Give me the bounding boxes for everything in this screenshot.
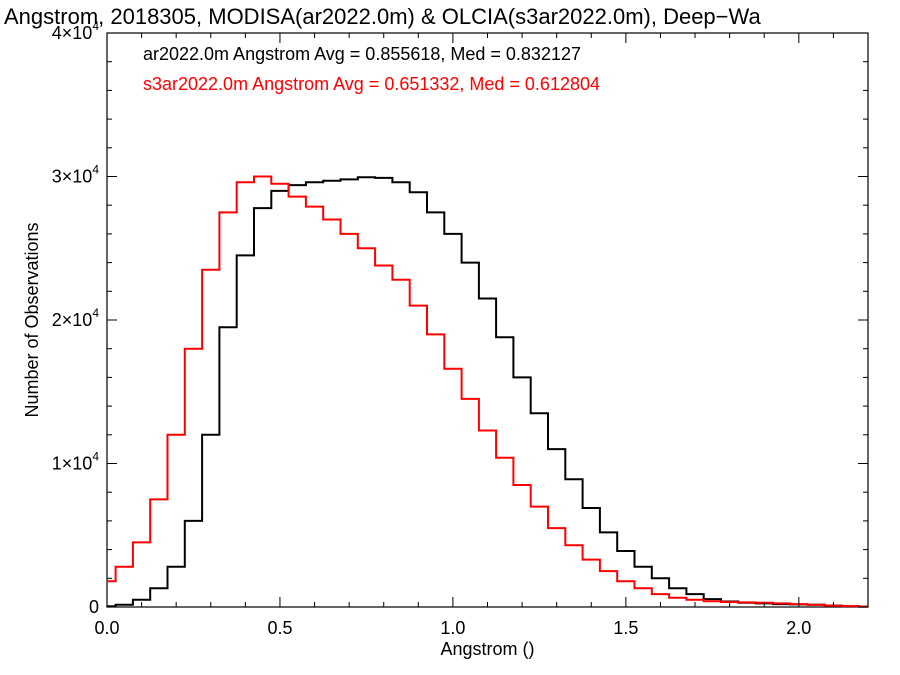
y-tick-label: 1×104 xyxy=(52,450,100,474)
series-layer xyxy=(107,175,868,608)
x-tick-label: 0.5 xyxy=(267,618,292,638)
y-tick-label: 0 xyxy=(89,597,99,617)
y-tick-label: 3×104 xyxy=(52,163,100,187)
y-tick-label-base: 4×10 xyxy=(52,23,93,43)
x-tick-label: 1.0 xyxy=(440,618,465,638)
y-tick-label-base: 0 xyxy=(89,597,99,617)
x-axis-label: Angstrom () xyxy=(440,639,534,659)
axis-ticks xyxy=(106,32,869,608)
y-axis-label: Number of Observations xyxy=(22,222,42,417)
y-tick-label-exponent: 4 xyxy=(92,163,99,177)
y-tick-label-base: 2×10 xyxy=(52,310,93,330)
y-tick-label: 4×104 xyxy=(52,19,100,43)
series-line-2 xyxy=(107,175,868,608)
y-tick-label: 2×104 xyxy=(52,306,100,330)
x-tick-label: 0.0 xyxy=(94,618,119,638)
x-tick-label: 2.0 xyxy=(786,618,811,638)
legend-entry: s3ar2022.0m Angstrom Avg = 0.651332, Med… xyxy=(143,74,600,94)
legend-entry: ar2022.0m Angstrom Avg = 0.855618, Med =… xyxy=(143,44,581,64)
y-tick-label-exponent: 4 xyxy=(92,306,99,320)
y-tick-label-base: 3×10 xyxy=(52,167,93,187)
legend: ar2022.0m Angstrom Avg = 0.855618, Med =… xyxy=(143,44,600,94)
y-tick-label-exponent: 4 xyxy=(92,450,99,464)
y-tick-label-base: 1×10 xyxy=(52,454,93,474)
x-tick-label: 1.5 xyxy=(613,618,638,638)
chart-title: Angstrom, 2018305, MODISA(ar2022.0m) & O… xyxy=(4,4,761,29)
x-axis-tick-labels: 0.0 0.5 1.0 1.5 2.0 xyxy=(94,618,811,638)
y-tick-label-exponent: 4 xyxy=(92,19,99,33)
